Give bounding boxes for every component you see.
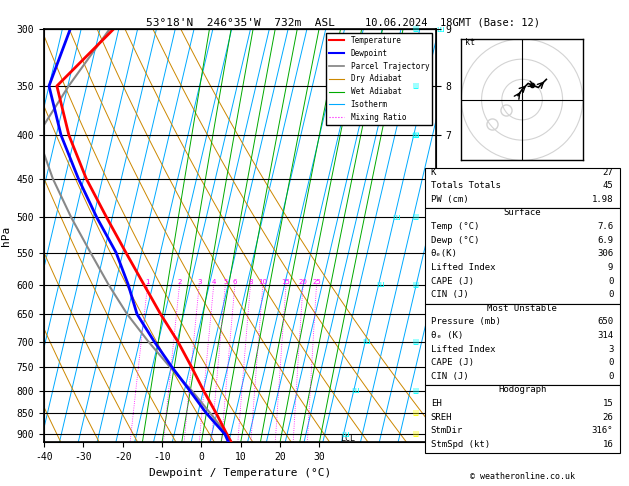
Text: 3: 3 [197,278,201,285]
Text: Mixing Ratio (g/kg): Mixing Ratio (g/kg) [534,180,544,292]
Y-axis label: hPa: hPa [1,226,11,246]
Text: ш: ш [376,280,384,289]
Text: 650: 650 [597,317,613,327]
Text: Dewp (°C): Dewp (°C) [431,236,479,245]
Text: 26: 26 [603,413,613,422]
Text: 314: 314 [597,331,613,340]
Text: ш: ш [413,408,418,418]
Text: 45: 45 [603,181,613,191]
Text: 10: 10 [259,278,267,285]
Text: θₑ (K): θₑ (K) [431,331,463,340]
Text: CIN (J): CIN (J) [431,290,469,299]
Text: © weatheronline.co.uk: © weatheronline.co.uk [470,472,574,481]
Text: 5: 5 [223,278,228,285]
Text: StmDir: StmDir [431,426,463,435]
Text: Totals Totals: Totals Totals [431,181,501,191]
Text: CAPE (J): CAPE (J) [431,358,474,367]
Text: ш: ш [363,337,370,346]
Legend: Temperature, Dewpoint, Parcel Trajectory, Dry Adiabat, Wet Adiabat, Isotherm, Mi: Temperature, Dewpoint, Parcel Trajectory… [326,33,432,125]
Text: LCL: LCL [340,434,355,443]
Text: 6.9: 6.9 [597,236,613,245]
Text: ш: ш [413,212,418,223]
Text: 25: 25 [312,278,321,285]
Text: 0: 0 [608,372,613,381]
Text: Lifted Index: Lifted Index [431,263,496,272]
Text: 20: 20 [299,278,308,285]
Text: EH: EH [431,399,442,408]
Text: 16: 16 [603,440,613,449]
Text: 9: 9 [608,263,613,272]
Text: ш: ш [413,336,418,347]
Text: ш: ш [392,213,399,222]
Text: 4: 4 [211,278,216,285]
Text: 2: 2 [177,278,182,285]
Text: ш: ш [351,386,359,395]
Text: 6: 6 [233,278,237,285]
Text: 1.98: 1.98 [592,195,613,204]
Text: 3: 3 [608,345,613,354]
Text: ш: ш [436,25,444,34]
Text: 0: 0 [608,358,613,367]
Text: ш: ш [413,24,418,34]
Text: 7.6: 7.6 [597,222,613,231]
Text: StmSpd (kt): StmSpd (kt) [431,440,490,449]
Text: Most Unstable: Most Unstable [487,304,557,313]
Text: 10.06.2024  18GMT (Base: 12): 10.06.2024 18GMT (Base: 12) [365,17,540,27]
Text: ш: ш [411,131,419,139]
Y-axis label: km
ASL: km ASL [464,236,481,257]
Text: Hodograph: Hodograph [498,385,546,395]
Text: Lifted Index: Lifted Index [431,345,496,354]
Text: 15: 15 [603,399,613,408]
Text: ш: ш [413,81,418,91]
Text: ш: ш [413,279,418,290]
X-axis label: Dewpoint / Temperature (°C): Dewpoint / Temperature (°C) [149,468,331,478]
Text: ш: ш [413,386,418,396]
Text: 316°: 316° [592,426,613,435]
Text: Surface: Surface [503,208,541,218]
Text: 27: 27 [603,168,613,177]
Text: CAPE (J): CAPE (J) [431,277,474,286]
Text: K: K [431,168,437,177]
Text: 0: 0 [608,290,613,299]
Text: 15: 15 [282,278,291,285]
Text: CIN (J): CIN (J) [431,372,469,381]
Text: 1: 1 [145,278,150,285]
Text: ш: ш [413,130,418,140]
Text: Temp (°C): Temp (°C) [431,222,479,231]
Text: kt: kt [465,38,476,47]
Text: ш: ш [341,430,348,439]
Text: ш: ш [413,429,418,439]
Text: PW (cm): PW (cm) [431,195,469,204]
Text: 0: 0 [608,277,613,286]
Text: 306: 306 [597,249,613,259]
Text: 8: 8 [248,278,253,285]
Text: Pressure (mb): Pressure (mb) [431,317,501,327]
Text: θₑ(K): θₑ(K) [431,249,458,259]
Text: SREH: SREH [431,413,452,422]
Title: 53°18'N  246°35'W  732m  ASL: 53°18'N 246°35'W 732m ASL [145,18,335,28]
